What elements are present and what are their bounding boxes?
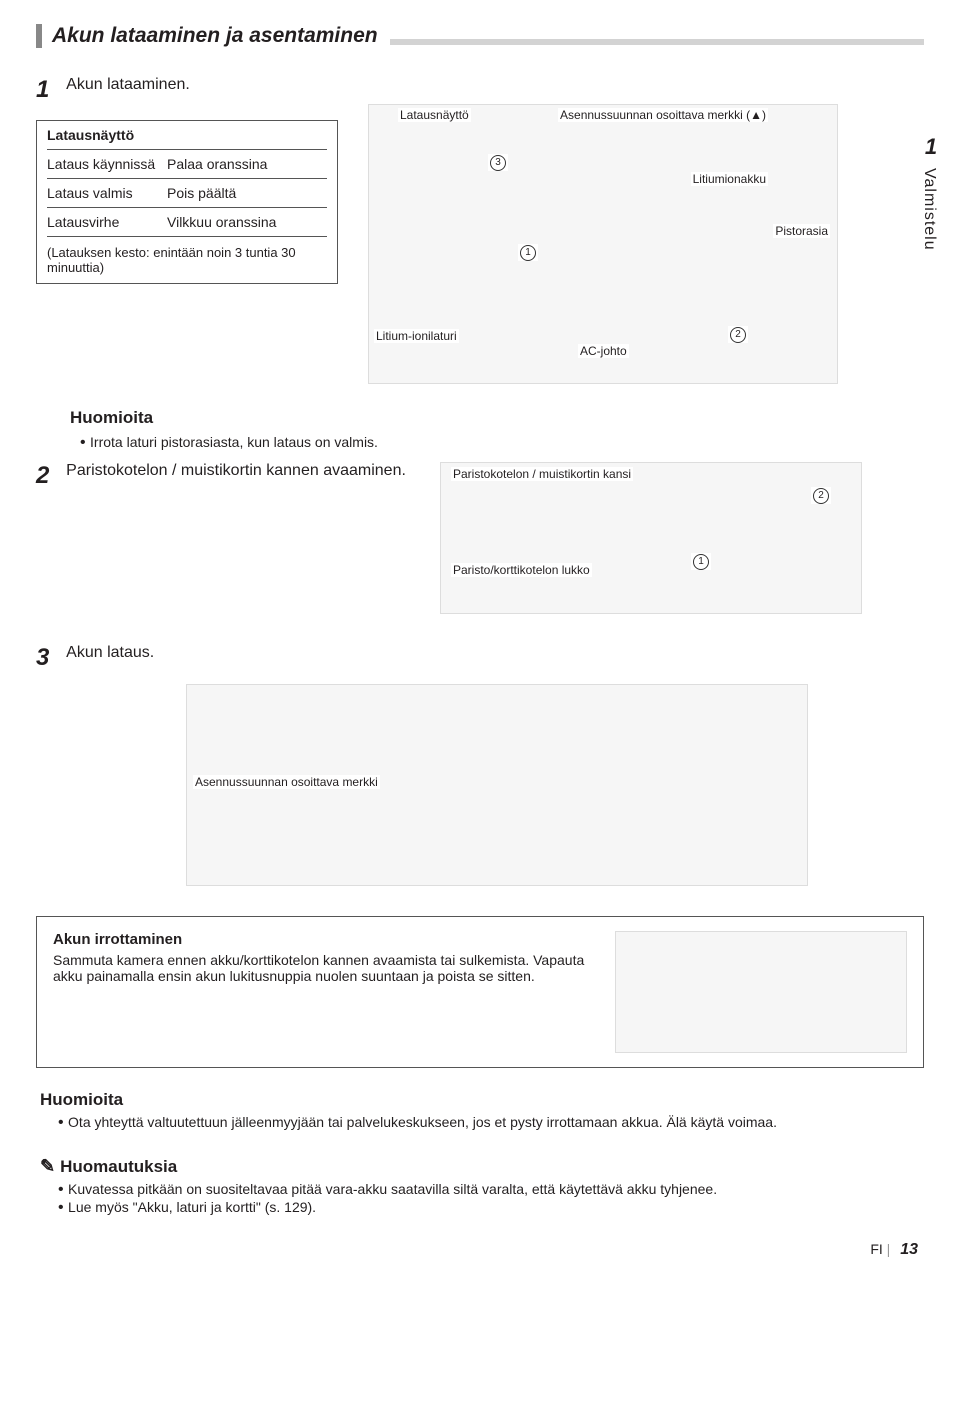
footer-lang: FI (870, 1241, 882, 1257)
diagram-label-marker: Asennussuunnan osoittava merkki (▲) (558, 108, 768, 122)
step3-number: 3 (36, 644, 62, 672)
huomio2-heading: Huomioita (40, 1090, 924, 1110)
status-note: (Latauksen kesto: enintään noin 3 tuntia… (37, 241, 337, 283)
status-table: Latausnäyttö Lataus käynnissä Palaa oran… (36, 120, 338, 284)
remove-body: Sammuta kamera ennen akku/korttikotelon … (53, 952, 595, 984)
huomio1-heading: Huomioita (70, 408, 924, 428)
lock-label: Paristo/korttikotelon lukko (451, 563, 592, 577)
callout-1: 1 (520, 245, 536, 261)
callout-2: 2 (730, 327, 746, 343)
page-title: Akun lataaminen ja asentaminen (36, 24, 924, 48)
page-title-text: Akun lataaminen ja asentaminen (52, 24, 378, 48)
insert-diagram: Asennussuunnan osoittava merkki (186, 684, 808, 886)
cover-callout-1: 1 (693, 554, 709, 570)
step2-text: Paristokotelon / muistikortin kannen ava… (66, 462, 406, 479)
remove-diagram (615, 931, 907, 1053)
status-row: Lataus valmis Pois päältä (37, 183, 337, 203)
huomautuksia-b1: Kuvatessa pitkään on suositeltavaa pitää… (58, 1181, 924, 1199)
callout-3: 3 (490, 155, 506, 171)
huomio1-bullet: Irrota laturi pistorasiasta, kun lataus … (80, 434, 924, 452)
remove-battery-box: Akun irrottaminen Sammuta kamera ennen a… (36, 916, 924, 1068)
diagram-label-battery: Litiumionakku (691, 172, 768, 186)
step3-text: Akun lataus. (66, 644, 154, 661)
huomio2-bullet: Ota yhteyttä valtuutettuun jälleenmyyjää… (58, 1114, 924, 1132)
remove-heading: Akun irrottaminen (53, 931, 595, 948)
huomautuksia-b2: Lue myös "Akku, laturi ja kortti" (s. 12… (58, 1199, 924, 1217)
page-footer: FI | 13 (36, 1241, 924, 1259)
status-row: Lataus käynnissä Palaa oranssina (37, 154, 337, 174)
diagram-label-charger: Litium-ionilaturi (374, 329, 459, 343)
step2-number: 2 (36, 462, 62, 490)
charger-diagram: Latausnäyttö Asennussuunnan osoittava me… (368, 104, 838, 384)
insert-marker-label: Asennussuunnan osoittava merkki (193, 775, 380, 789)
status-header: Latausnäyttö (37, 121, 337, 145)
diagram-label-display: Latausnäyttö (398, 108, 471, 122)
cover-label: Paristokotelon / muistikortin kansi (451, 467, 633, 481)
status-row: Latausvirhe Vilkkuu oranssina (37, 212, 337, 232)
step1-number: 1 (36, 76, 62, 104)
diagram-label-outlet: Pistorasia (773, 224, 830, 238)
chapter-number: 1 (920, 134, 942, 160)
huomautuksia-heading: Huomautuksia (40, 1156, 924, 1177)
cover-diagram: Paristokotelon / muistikortin kansi 2 Pa… (440, 462, 862, 614)
step1-text: Akun lataaminen. (66, 76, 190, 93)
cover-callout-2: 2 (813, 488, 829, 504)
chapter-sidebar: 1 Valmistelu (920, 134, 942, 251)
diagram-label-ac: AC-johto (578, 344, 629, 358)
footer-page: 13 (900, 1241, 918, 1258)
chapter-label: Valmistelu (920, 168, 938, 251)
